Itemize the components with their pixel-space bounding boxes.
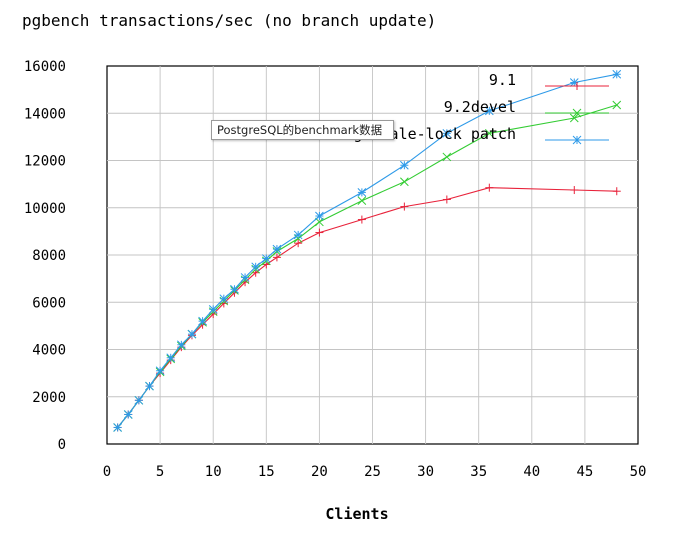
series-line bbox=[117, 187, 617, 428]
data-point bbox=[400, 160, 409, 170]
data-point bbox=[166, 353, 176, 363]
data-point bbox=[357, 188, 367, 197]
data-point bbox=[573, 82, 581, 90]
x-tick-label: 45 bbox=[576, 464, 593, 480]
x-tick-label: 10 bbox=[205, 464, 222, 480]
series-2 bbox=[113, 69, 622, 432]
data-point bbox=[187, 329, 197, 339]
y-tick-label: 0 bbox=[58, 437, 66, 453]
x-tick-label: 20 bbox=[311, 464, 328, 480]
data-point bbox=[485, 183, 494, 192]
data-point bbox=[219, 294, 229, 304]
data-point bbox=[484, 128, 494, 138]
y-tick-label: 6000 bbox=[32, 295, 66, 311]
tooltip: PostgreSQL的benchmark数据 bbox=[211, 120, 394, 140]
legend-label: 9.1 bbox=[489, 71, 516, 89]
data-point bbox=[272, 253, 281, 262]
x-tick-label: 30 bbox=[417, 464, 434, 480]
data-point bbox=[357, 196, 367, 206]
x-axis: 0 5 10 15 20 25 30 35 40 45 50 bbox=[103, 464, 647, 480]
y-tick-label: 8000 bbox=[32, 248, 66, 264]
data-point bbox=[357, 215, 366, 224]
x-tick-label: 40 bbox=[523, 464, 540, 480]
data-point bbox=[176, 340, 186, 350]
y-tick-label: 4000 bbox=[32, 343, 66, 359]
y-tick-label: 10000 bbox=[24, 201, 66, 217]
data-point bbox=[484, 106, 494, 116]
series-0 bbox=[113, 183, 621, 432]
data-point bbox=[155, 366, 165, 376]
data-point bbox=[294, 239, 303, 248]
legend-label: 9.2devel bbox=[444, 98, 516, 116]
x-tick-label: 5 bbox=[156, 464, 164, 480]
data-point bbox=[113, 423, 122, 432]
series-group bbox=[113, 69, 622, 432]
y-tick-label: 14000 bbox=[24, 106, 66, 122]
data-point bbox=[240, 273, 250, 282]
series-line bbox=[117, 104, 617, 428]
data-point bbox=[230, 284, 239, 294]
data-point bbox=[123, 410, 133, 419]
data-point bbox=[145, 381, 154, 391]
x-tick-label: 25 bbox=[364, 464, 381, 480]
data-point bbox=[570, 186, 579, 195]
x-tick-label: 15 bbox=[258, 464, 275, 480]
y-axis: 0 2000 4000 6000 8000 10000 12000 14000 16000 bbox=[24, 59, 66, 453]
data-point bbox=[612, 69, 622, 79]
data-point bbox=[251, 262, 261, 272]
series-1 bbox=[113, 100, 622, 432]
data-point bbox=[208, 304, 218, 314]
data-point bbox=[315, 211, 324, 221]
x-axis-label: Clients bbox=[325, 505, 388, 523]
y-tick-label: 16000 bbox=[24, 59, 66, 75]
data-point bbox=[315, 228, 324, 237]
data-point bbox=[293, 230, 303, 240]
data-point bbox=[612, 100, 622, 110]
data-point bbox=[261, 254, 271, 263]
data-point bbox=[442, 152, 452, 162]
y-tick-label: 2000 bbox=[32, 390, 66, 406]
x-tick-label: 0 bbox=[103, 464, 111, 480]
x-tick-label: 35 bbox=[470, 464, 487, 480]
data-point bbox=[612, 187, 621, 196]
data-point bbox=[198, 316, 207, 326]
data-point bbox=[442, 195, 451, 204]
series-line bbox=[117, 73, 617, 428]
data-point bbox=[569, 113, 579, 123]
data-point bbox=[272, 244, 282, 254]
data-point bbox=[442, 128, 452, 138]
y-tick-label: 12000 bbox=[24, 154, 66, 170]
data-point bbox=[400, 202, 409, 211]
data-point bbox=[572, 135, 582, 145]
data-point bbox=[572, 108, 582, 118]
x-tick-label: 50 bbox=[630, 464, 647, 480]
data-point bbox=[134, 395, 144, 405]
data-point bbox=[400, 177, 409, 187]
chart-title: pgbench transactions/sec (no branch upda… bbox=[22, 11, 436, 30]
